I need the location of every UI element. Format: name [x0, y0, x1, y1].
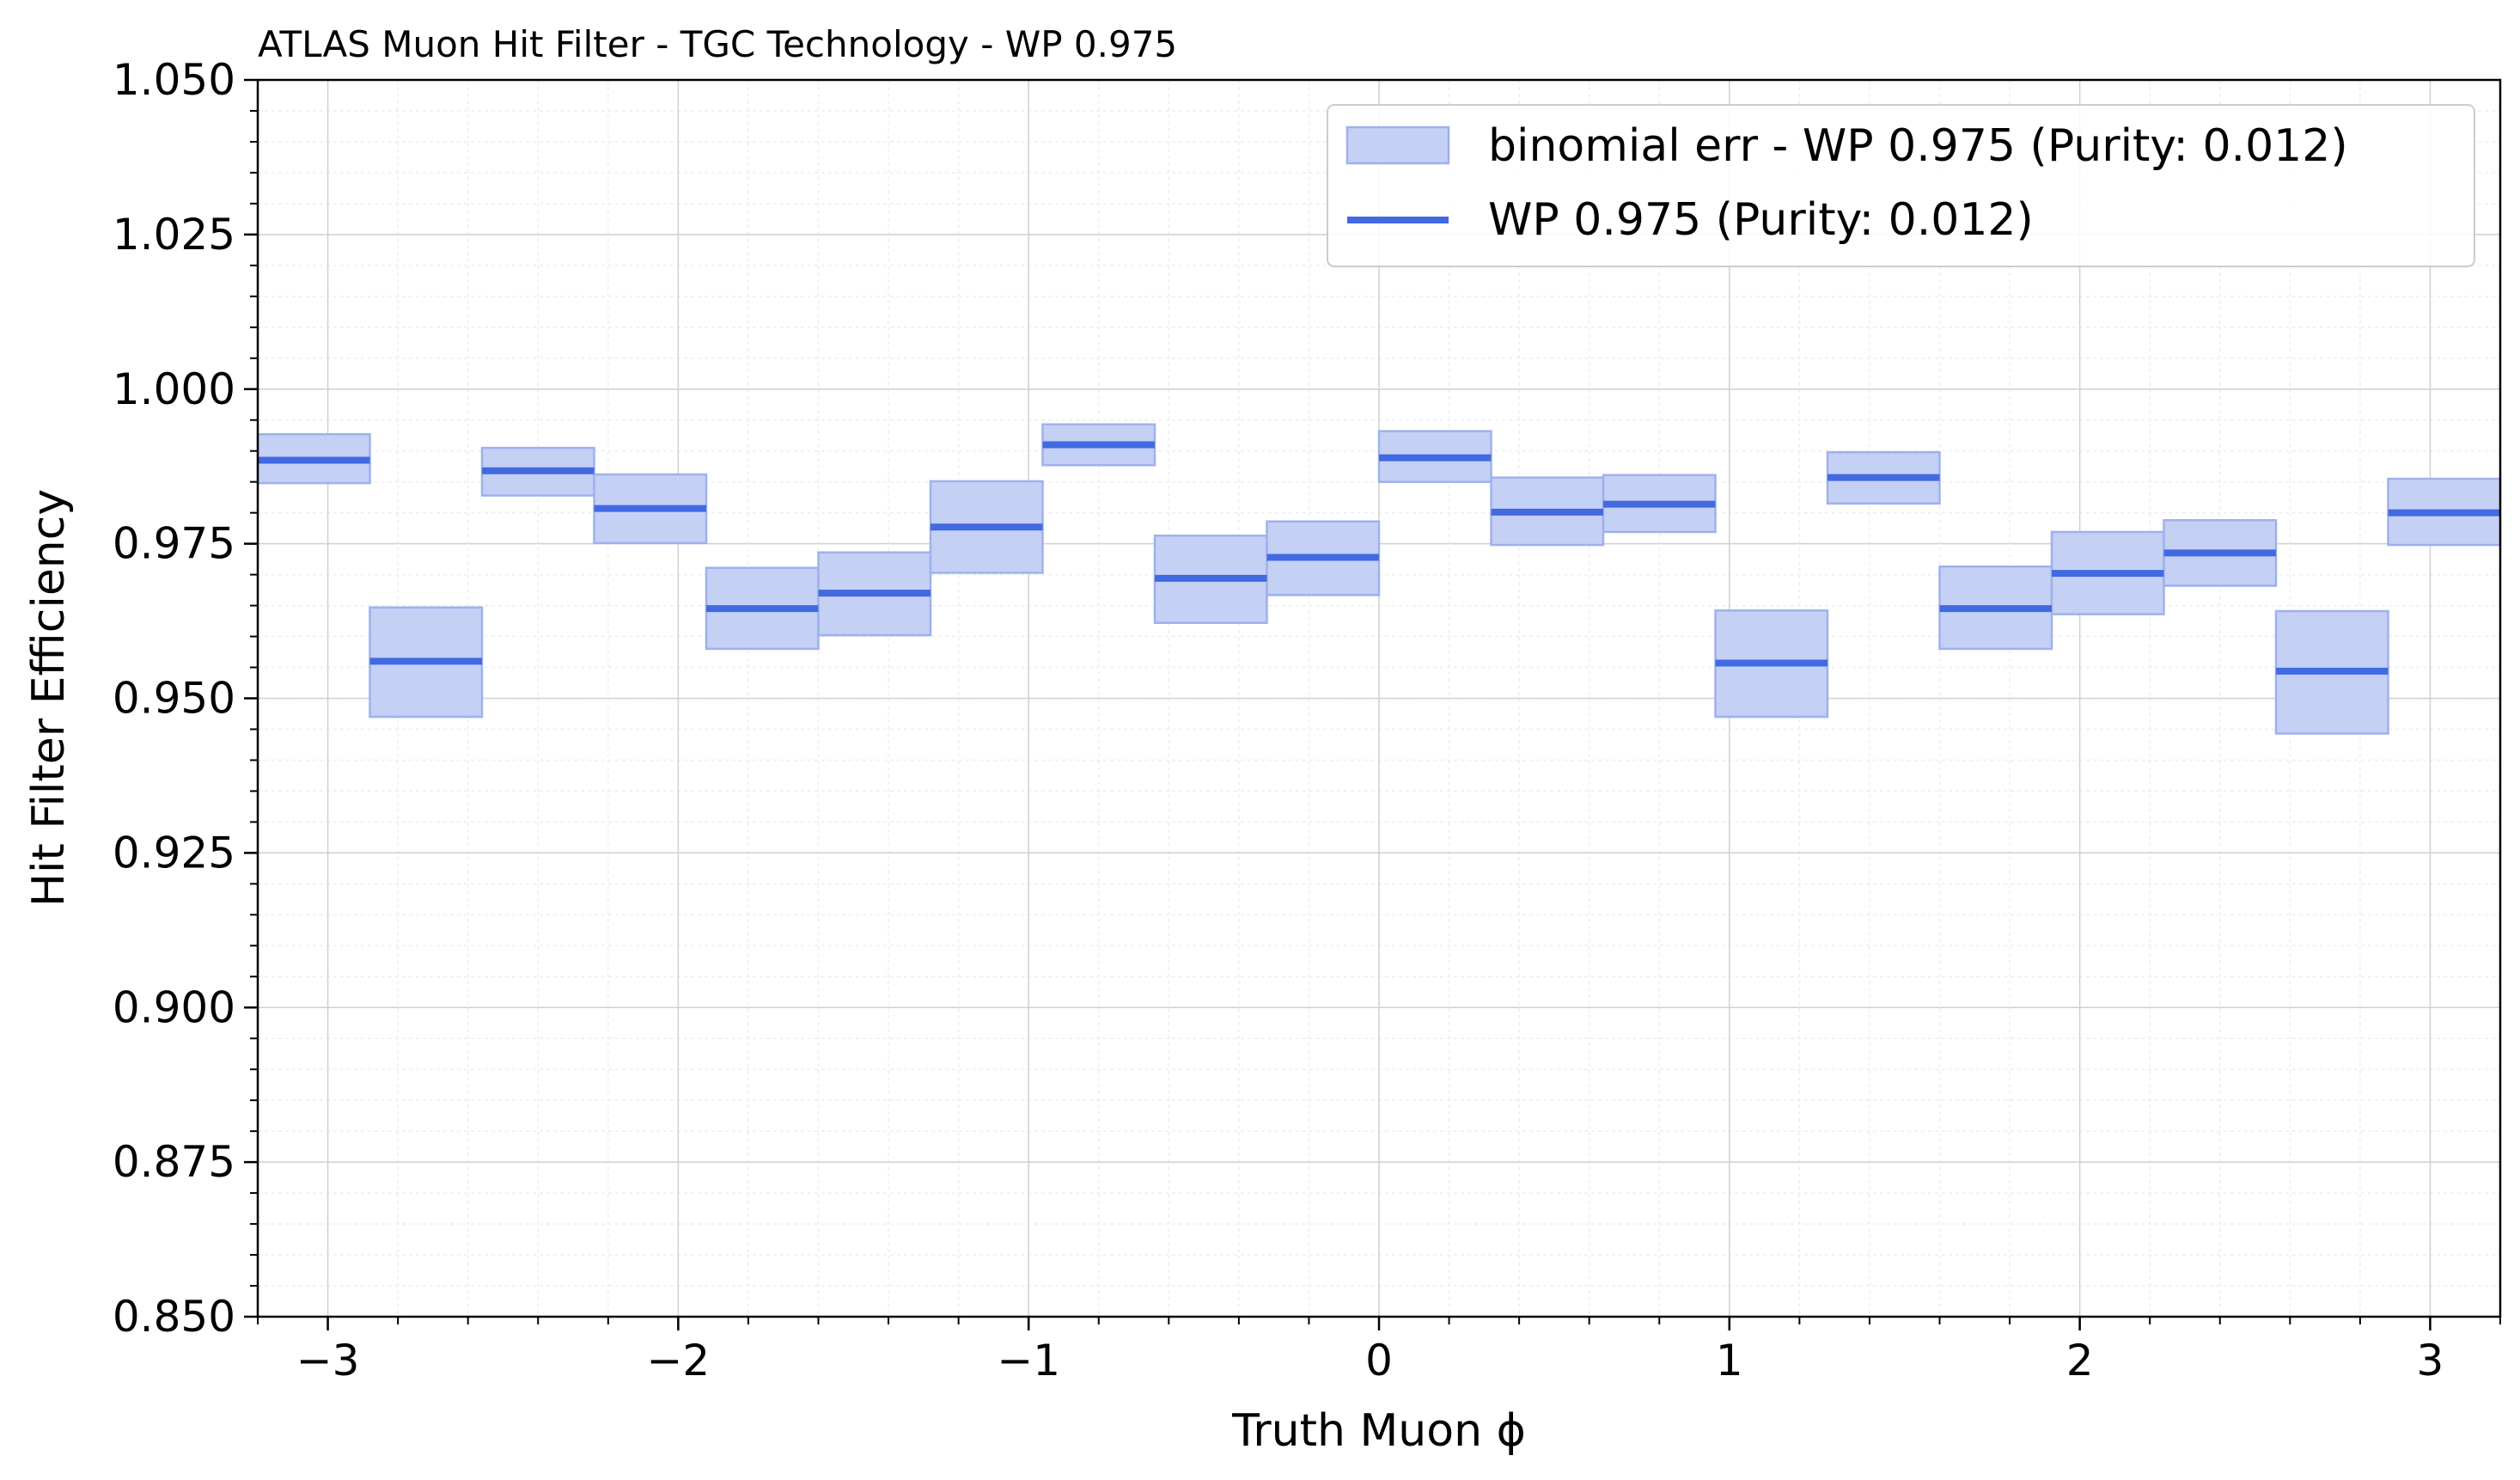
legend: binomial err - WP 0.975 (Purity: 0.012) …: [1327, 104, 2475, 267]
x-tick-label: 1: [1716, 1336, 1743, 1385]
x-tick-label: 2: [2066, 1336, 2094, 1385]
x-axis-label: Truth Muon ϕ: [1231, 1405, 1526, 1457]
y-tick-label: 0.875: [113, 1137, 235, 1187]
y-tick-label: 0.950: [113, 674, 235, 724]
x-tick-labels: −3 −2 −1 0 1 2 3: [296, 1336, 2444, 1385]
y-tick-label: 0.850: [113, 1292, 235, 1342]
efficiency-lines: [258, 441, 2500, 675]
y-tick-label: 1.050: [113, 55, 235, 105]
legend-band-swatch: [1345, 125, 1450, 165]
x-tick-label: −2: [647, 1336, 711, 1385]
axis-ticks: [244, 78, 2501, 1330]
y-tick-labels: 0.850 0.875 0.900 0.925 0.950 0.975 1.000 1.025…: [113, 55, 235, 1342]
x-tick-label: 3: [2417, 1336, 2444, 1385]
y-tick-label: 1.025: [113, 210, 235, 260]
y-tick-label: 0.900: [113, 982, 235, 1032]
major-grid: [258, 79, 2500, 1318]
legend-frame: [1327, 104, 2475, 267]
x-tick-label: −3: [296, 1336, 360, 1385]
x-tick-label: 0: [1365, 1336, 1393, 1385]
legend-line-label: WP 0.975 (Purity: 0.012): [1488, 194, 2034, 246]
x-tick-label: −1: [997, 1336, 1060, 1385]
y-tick-label: 0.925: [113, 828, 235, 878]
chart-title: ATLAS Muon Hit Filter - TGC Technology -…: [258, 23, 1177, 65]
y-tick-label: 0.975: [113, 519, 235, 569]
y-axis-label: Hit Filter Efficiency: [23, 489, 75, 907]
y-tick-label: 1.000: [113, 364, 235, 414]
legend-band-label: binomial err - WP 0.975 (Purity: 0.012): [1488, 120, 2348, 172]
